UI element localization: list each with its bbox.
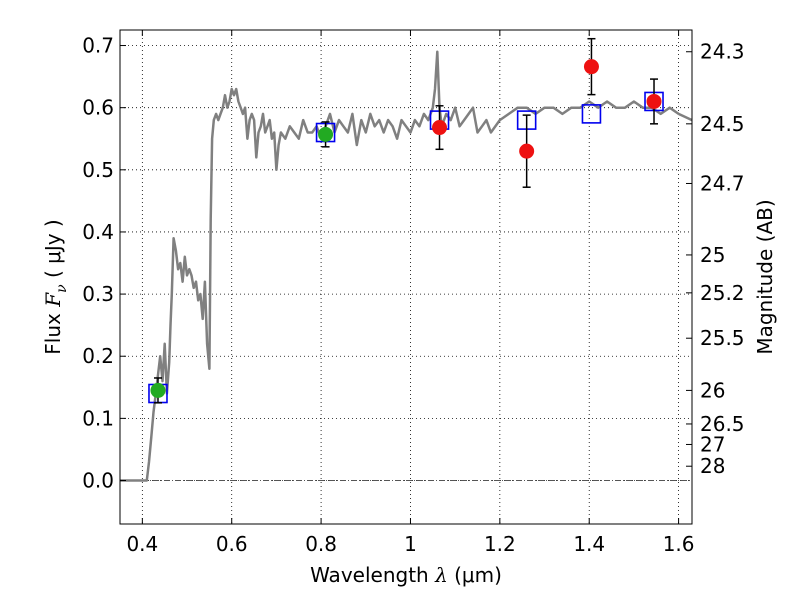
red-point bbox=[646, 93, 662, 109]
green-point bbox=[318, 126, 334, 142]
axis-ticks: 0.4 0.6 0.8 1 1.2 1.4 1.6 0.0 0.1 0.2 0.3 0.4 0.5 0.6… bbox=[82, 30, 745, 556]
x-tick-label: 1.6 bbox=[663, 532, 695, 556]
red-point bbox=[432, 120, 448, 136]
y2-tick-label: 24.3 bbox=[700, 40, 745, 64]
x-tick-label: 0.6 bbox=[216, 532, 248, 556]
plot-frame bbox=[119, 29, 693, 525]
x-tick-label: 0.4 bbox=[126, 532, 158, 556]
y2-tick-label: 25.2 bbox=[700, 281, 745, 305]
sed-line bbox=[120, 50, 693, 482]
y2-tick-label: 25.5 bbox=[700, 326, 745, 350]
x-tick-label: 1 bbox=[404, 532, 417, 556]
red-point bbox=[583, 59, 599, 75]
photometry-point-series bbox=[150, 37, 662, 404]
y-tick-label: 0.1 bbox=[82, 406, 114, 430]
gridlines bbox=[120, 30, 692, 524]
y-tick-label: 0.2 bbox=[82, 344, 114, 368]
y2-axis-title: Magnitude (AB) bbox=[753, 199, 777, 354]
x-tick-label: 0.8 bbox=[305, 532, 337, 556]
y2-tick-label: 28 bbox=[700, 454, 725, 478]
y2-tick-label: 24.5 bbox=[700, 112, 745, 136]
red-point bbox=[519, 143, 535, 159]
y-tick-label: 0.0 bbox=[82, 469, 114, 493]
y2-tick-label: 27 bbox=[700, 432, 725, 456]
y2-tick-label: 26.5 bbox=[700, 412, 745, 436]
x-tick-label: 1.4 bbox=[573, 532, 605, 556]
x-axis-title: Wavelength λ (μm) bbox=[310, 563, 502, 587]
y2-tick-label: 26 bbox=[700, 378, 725, 402]
y-tick-label: 0.6 bbox=[82, 96, 114, 120]
y2-tick-label: 25 bbox=[700, 243, 725, 267]
x-tick-label: 1.2 bbox=[484, 532, 516, 556]
green-point bbox=[150, 382, 166, 398]
y2-tick-label: 24.7 bbox=[700, 171, 745, 195]
y-tick-label: 0.3 bbox=[82, 282, 114, 306]
y-tick-label: 0.4 bbox=[82, 220, 114, 244]
model-square bbox=[581, 104, 602, 124]
y-tick-label: 0.5 bbox=[82, 158, 114, 182]
axes-frame bbox=[119, 29, 693, 525]
y-axis-title: Flux Fν ( μJy ) bbox=[41, 219, 70, 354]
sed-series bbox=[120, 50, 693, 482]
y-tick-label: 0.7 bbox=[82, 34, 114, 58]
model-square-series bbox=[148, 91, 664, 404]
